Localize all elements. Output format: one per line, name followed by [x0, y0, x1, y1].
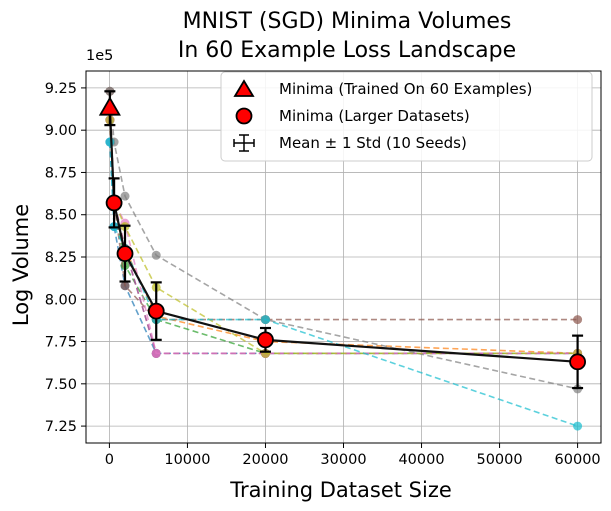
larger-dataset-minimum-marker [147, 302, 165, 320]
x-tick-label: 10000 [164, 452, 210, 468]
y-axis-ticks: 7.25 7.50 7.75 8.00 8.25 8.50 8.75 9.00 9.25 [45, 81, 86, 435]
seed-line [109, 91, 578, 321]
chart-title-line-1: MNIST (SGD) Minima Volumes [183, 9, 512, 34]
trained-minimum-marker [98, 96, 121, 116]
legend-errorbar-marker [233, 134, 255, 152]
seed-point [120, 281, 130, 291]
larger-dataset-minimum-marker [257, 331, 274, 349]
legend-label-mean: Mean ± 1 Std (10 Seeds) [279, 134, 467, 152]
y-scale-label: 1e5 [86, 48, 113, 64]
x-tick-label: 60000 [555, 452, 601, 468]
x-tick-label: 50000 [476, 452, 522, 468]
y-tick-label: 9.25 [45, 81, 77, 97]
y-tick-label: 7.50 [45, 377, 77, 393]
legend-label-larger: Minima (Larger Datasets) [279, 107, 470, 125]
y-tick-label: 8.50 [45, 208, 77, 224]
legend: Minima (Trained On 60 Examples) Minima (… [220, 71, 593, 162]
y-tick-label: 8.00 [45, 292, 77, 308]
seed-point [573, 421, 583, 431]
seed-point [573, 315, 583, 325]
seed-point [105, 137, 115, 147]
y-tick-label: 7.75 [45, 335, 77, 351]
y-tick-label: 7.25 [45, 419, 77, 435]
x-tick-label: 20000 [242, 452, 288, 468]
seed-point [151, 348, 161, 358]
chart-title-line-2: In 60 Example Loss Landscape [178, 38, 516, 63]
legend-circle-marker [235, 107, 253, 125]
y-tick-label: 8.75 [45, 165, 77, 181]
larger-dataset-minimum-marker [116, 245, 134, 263]
legend-label-trained: Minima (Trained On 60 Examples) [279, 80, 532, 98]
seed-point [260, 315, 270, 325]
legend-box [220, 71, 593, 162]
y-axis-label: Log Volume [9, 204, 33, 326]
x-axis-label: Training Dataset Size [229, 478, 452, 502]
y-tick-label: 8.25 [45, 250, 77, 266]
x-tick-label: 30000 [320, 452, 366, 468]
marker-layer [98, 96, 586, 371]
legend-triangle-marker [233, 79, 255, 97]
seed-point [151, 250, 161, 260]
x-tick-label: 40000 [398, 452, 444, 468]
seed-line [109, 91, 578, 390]
seed-point [120, 191, 130, 201]
y-tick-label: 9.00 [45, 123, 77, 139]
larger-dataset-minimum-marker [569, 353, 586, 371]
x-axis-ticks: 0 10000 20000 30000 40000 50000 60000 [105, 443, 601, 468]
x-tick-label: 0 [105, 452, 114, 468]
larger-dataset-minimum-marker [105, 194, 123, 212]
